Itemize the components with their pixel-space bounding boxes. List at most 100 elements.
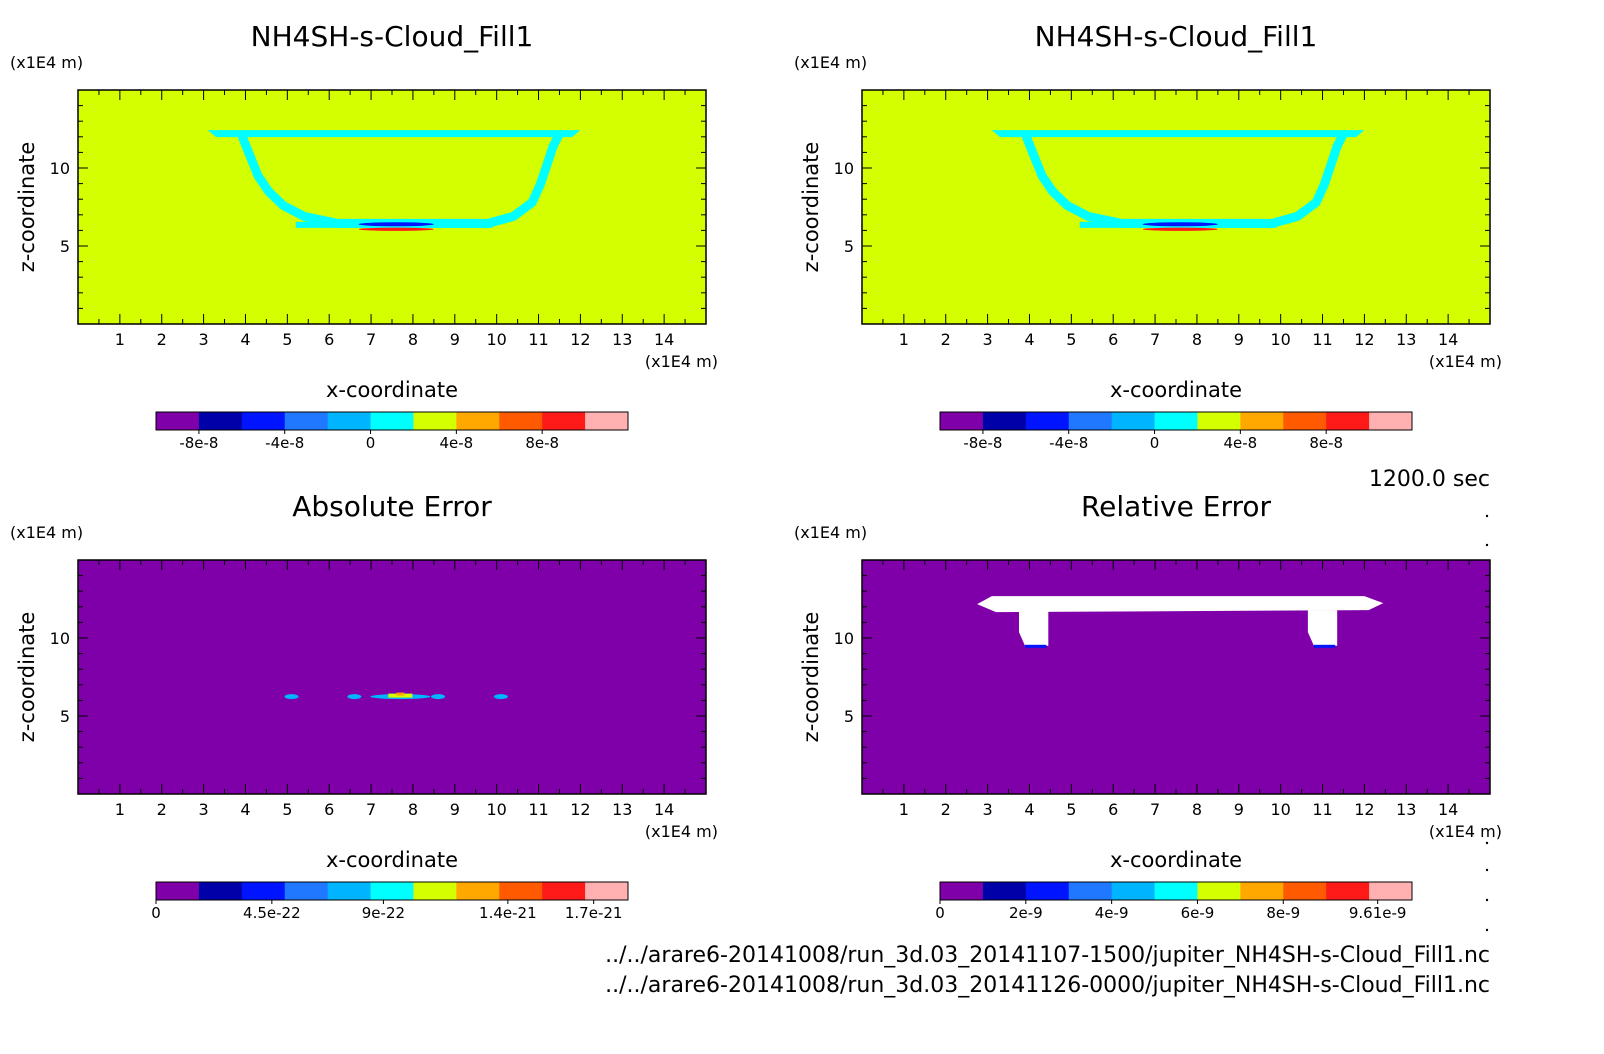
x-tick-label: 12 — [570, 800, 590, 819]
x-tick-label: 12 — [1354, 330, 1374, 349]
undefined-region-edge — [1313, 644, 1336, 648]
undefined-region-edge — [1025, 644, 1047, 648]
error-speckle — [284, 694, 299, 700]
colorbar-tick-label: 0 — [366, 434, 376, 452]
x-tick-label: 1 — [115, 800, 125, 819]
chart-panel-4: Relative Error(x1E4 m)1 2 3 4 5 6 7 8 9 10 11 12 13 1… — [794, 490, 1502, 922]
y-tick-label: 10 — [50, 629, 70, 648]
colorbar-tick-label: -8e-8 — [179, 434, 218, 452]
colorbar-swatch — [1197, 882, 1241, 900]
y-axis-label: z-coordinate — [15, 142, 39, 273]
colorbar-swatch — [982, 412, 1027, 430]
colorbar-swatch — [1025, 882, 1070, 900]
cloud-top-band — [991, 130, 1365, 138]
colorbar-swatch — [1326, 882, 1370, 900]
x-tick-label: 3 — [199, 330, 209, 349]
colorbar-swatch — [499, 882, 543, 900]
colorbar-frame — [155, 881, 629, 901]
colorbar-tick-label: 8e-9 — [1266, 904, 1300, 922]
x-tick-label: 13 — [1396, 330, 1416, 349]
x-unit-label: (x1E4 m) — [645, 822, 718, 841]
colorbar-swatch — [1111, 882, 1156, 900]
x-unit-label: (x1E4 m) — [1429, 822, 1502, 841]
x-tick-label: 10 — [486, 800, 506, 819]
colorbar-frame — [155, 411, 629, 431]
colorbar-swatch — [585, 412, 629, 430]
colorbar-tick-label: -8e-8 — [963, 434, 1002, 452]
colorbar-swatch — [327, 882, 372, 900]
x-tick-label: 6 — [324, 800, 334, 819]
x-tick-label: 13 — [1396, 800, 1416, 819]
colorbar-swatch — [241, 412, 286, 430]
margin-dot — [1485, 928, 1489, 932]
x-tick-label: 10 — [1270, 800, 1290, 819]
error-speckle — [396, 692, 405, 696]
x-tick-label: 4 — [1024, 800, 1034, 819]
colorbar-swatch — [1025, 412, 1070, 430]
x-tick-label: 7 — [1150, 330, 1160, 349]
x-tick-label: 5 — [1066, 800, 1076, 819]
colorbar-swatch — [1068, 882, 1113, 900]
heatmap-background — [862, 90, 1490, 324]
colorbar-tick-label: 0 — [151, 904, 161, 922]
heatmap-background — [78, 560, 706, 794]
colorbar-swatch — [370, 882, 414, 900]
margin-dot — [1485, 868, 1489, 872]
colorbar-swatch — [1154, 412, 1198, 430]
x-tick-label: 3 — [199, 800, 209, 819]
heatmap-background — [78, 90, 706, 324]
x-tick-label: 11 — [1312, 330, 1332, 349]
colorbar-tick-label: 4e-9 — [1095, 904, 1129, 922]
margin-dot — [1485, 514, 1489, 518]
x-tick-label: 9 — [1234, 330, 1244, 349]
y-tick-label: 10 — [834, 629, 854, 648]
x-tick-label: 5 — [1066, 330, 1076, 349]
x-tick-label: 14 — [654, 800, 674, 819]
x-tick-label: 4 — [1024, 330, 1034, 349]
colorbar-swatch — [940, 412, 984, 430]
time-label: 1200.0 sec — [1369, 467, 1490, 492]
x-tick-label: 14 — [1438, 330, 1458, 349]
error-speckle — [347, 694, 362, 700]
x-tick-label: 6 — [1108, 800, 1118, 819]
x-tick-label: 6 — [324, 330, 334, 349]
x-tick-label: 2 — [941, 800, 951, 819]
thin-layer-lower — [1142, 227, 1218, 231]
cloud-top-band — [207, 130, 581, 138]
colorbar-tick-label: 8e-8 — [1309, 434, 1343, 452]
x-unit-label: (x1E4 m) — [1429, 352, 1502, 371]
margin-dot — [1485, 543, 1489, 547]
x-tick-label: 9 — [1234, 800, 1244, 819]
x-tick-label: 5 — [282, 800, 292, 819]
colorbar-swatch — [1197, 412, 1241, 430]
x-axis-label: x-coordinate — [1110, 378, 1242, 402]
colorbar-swatch — [1283, 412, 1327, 430]
x-tick-label: 9 — [450, 800, 460, 819]
colorbar-tick-label: 6e-9 — [1181, 904, 1215, 922]
file-path-1: ../../arare6-20141008/run_3d.03_20141107… — [605, 943, 1490, 968]
colorbar-swatch — [327, 412, 372, 430]
x-tick-label: 8 — [1192, 800, 1202, 819]
colorbar-swatch — [1326, 412, 1370, 430]
colorbar-swatch — [542, 412, 586, 430]
colorbar-swatch — [1111, 412, 1156, 430]
colorbar-swatch — [1283, 882, 1327, 900]
y-tick-label: 10 — [50, 159, 70, 178]
x-axis-label: x-coordinate — [326, 378, 458, 402]
colorbar-swatch — [1068, 412, 1113, 430]
colorbar-swatch — [413, 412, 457, 430]
colorbar-swatch — [370, 412, 414, 430]
colorbar-tick-label: 4e-8 — [1223, 434, 1257, 452]
chart-title: Absolute Error — [292, 490, 492, 523]
y-unit-label: (x1E4 m) — [10, 53, 83, 72]
chart-title: NH4SH-s-Cloud_Fill1 — [251, 20, 534, 53]
x-tick-label: 8 — [408, 800, 418, 819]
y-tick-label: 5 — [60, 237, 70, 256]
y-tick-label: 5 — [844, 707, 854, 726]
file-path-2: ../../arare6-20141008/run_3d.03_20141126… — [605, 973, 1490, 998]
x-tick-label: 12 — [570, 330, 590, 349]
colorbar-swatch — [284, 412, 329, 430]
colorbar-swatch — [198, 882, 243, 900]
x-tick-label: 10 — [486, 330, 506, 349]
colorbar-swatch — [1369, 882, 1413, 900]
